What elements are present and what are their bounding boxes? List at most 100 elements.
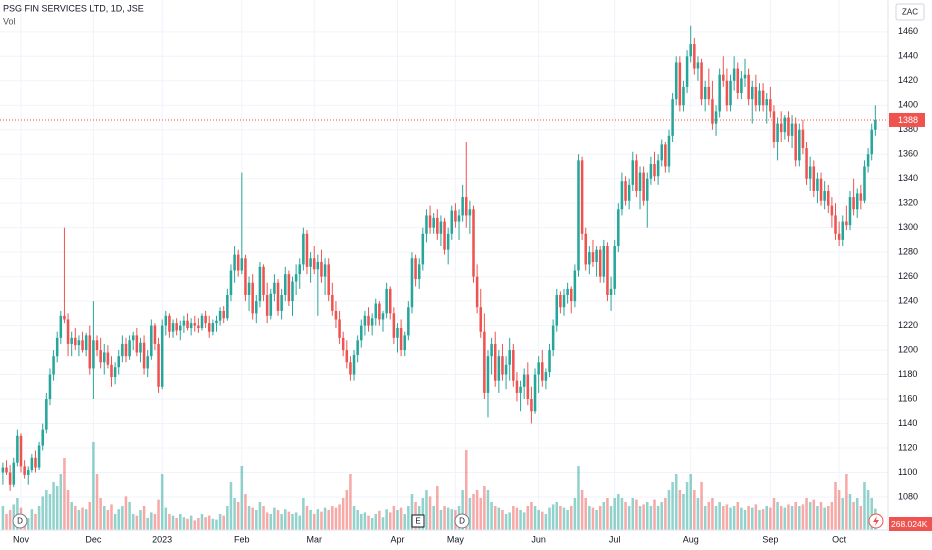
volume-bar <box>548 507 551 530</box>
candle-body <box>783 117 787 133</box>
candle-body <box>182 320 186 326</box>
candle-body <box>674 62 678 100</box>
volume-bar <box>837 490 841 530</box>
candle-body <box>729 80 732 106</box>
candle-body <box>830 205 834 216</box>
volume-bar <box>269 514 273 530</box>
volume-bar <box>236 502 240 530</box>
candle-body <box>55 337 59 357</box>
volume-bar <box>168 514 171 530</box>
candle-body <box>812 166 816 191</box>
volume-bar <box>852 502 855 530</box>
volume-bar <box>544 514 548 530</box>
volume-bar <box>280 514 283 530</box>
volume-bar <box>84 509 88 530</box>
candle-body <box>236 254 240 271</box>
candle-body <box>508 350 511 365</box>
candle-body <box>207 323 211 332</box>
y-tick-label: 1320 <box>898 198 918 208</box>
volume-bar <box>696 498 700 530</box>
event-marker[interactable] <box>454 513 470 529</box>
candle-body <box>866 154 870 167</box>
volume-bar <box>81 507 84 530</box>
y-tick-label: 1380 <box>898 124 918 134</box>
candle-body <box>37 445 41 468</box>
candle-body <box>584 233 587 265</box>
volume-bar <box>819 502 823 530</box>
volume-bar <box>247 506 251 530</box>
volume-bar <box>660 502 664 530</box>
candle-body <box>504 364 508 375</box>
volume-bar <box>356 510 359 530</box>
candle-body <box>81 340 84 351</box>
volume-bar <box>131 514 135 530</box>
volume-bar <box>649 506 653 530</box>
volume-bar <box>142 506 146 530</box>
x-tick-label: Jul <box>609 534 621 544</box>
volume-bar <box>497 507 501 530</box>
candle-body <box>598 249 602 277</box>
candle-body <box>403 335 406 351</box>
volume-bar <box>461 490 464 530</box>
volume-bar <box>70 502 73 530</box>
candle-body <box>99 350 102 363</box>
volume-bar <box>63 458 66 530</box>
volume-bar <box>776 502 779 530</box>
candle-body <box>294 274 298 282</box>
grid <box>0 0 888 530</box>
candle-body <box>204 315 207 324</box>
volume-bar <box>729 507 732 530</box>
candle-body <box>153 325 157 344</box>
volume-bar <box>378 510 381 530</box>
y-tick-label: 1100 <box>898 467 917 477</box>
volume-bar <box>602 502 606 530</box>
candle-body <box>620 181 624 210</box>
candle-body <box>834 215 837 234</box>
candle-body <box>374 303 378 319</box>
x-tick-label: Apr <box>390 534 404 544</box>
candle-body <box>421 233 425 265</box>
candle-body <box>218 310 222 321</box>
volume-bar <box>153 514 157 530</box>
volume-bar <box>381 517 385 530</box>
candle-body <box>229 270 233 295</box>
volume-bar <box>606 498 609 530</box>
y-tick-label: 1300 <box>898 222 918 232</box>
volume-bar <box>121 506 124 530</box>
volume-bar <box>175 518 178 530</box>
candle-body <box>845 221 848 226</box>
candle-body <box>48 374 52 400</box>
candle-body <box>439 221 443 234</box>
volume-bar <box>370 518 374 530</box>
candle-body <box>479 307 483 332</box>
candle-body <box>95 340 99 351</box>
candle-body <box>645 178 649 201</box>
volume-bar <box>334 507 338 530</box>
volume-bar <box>99 498 102 530</box>
volume-bar <box>189 515 193 530</box>
candle-body <box>280 294 283 311</box>
candle-body <box>808 166 812 179</box>
candle-body <box>305 233 309 267</box>
volume-bar <box>685 482 689 530</box>
candle-body <box>837 233 841 240</box>
candle-body <box>461 197 464 216</box>
volume-bar <box>736 502 740 530</box>
candle-body <box>526 374 530 400</box>
candle-body <box>88 335 92 369</box>
volume-bar <box>262 506 265 530</box>
candle-body <box>678 62 682 106</box>
event-marker[interactable] <box>12 513 28 529</box>
chart-title: PSG FIN SERVICES LTD, 1D, JSE <box>3 3 144 13</box>
x-tick-label: 2023 <box>152 534 172 544</box>
volume-bar <box>584 498 587 530</box>
volume-bar <box>559 506 562 530</box>
event-marker[interactable] <box>411 514 425 528</box>
volume-bar <box>718 502 721 530</box>
candle-body <box>548 350 551 373</box>
currency-box[interactable] <box>895 3 925 21</box>
candle-body <box>577 160 580 271</box>
candle-body <box>874 119 877 130</box>
candle-body <box>852 197 855 210</box>
volume-bar <box>808 502 812 530</box>
